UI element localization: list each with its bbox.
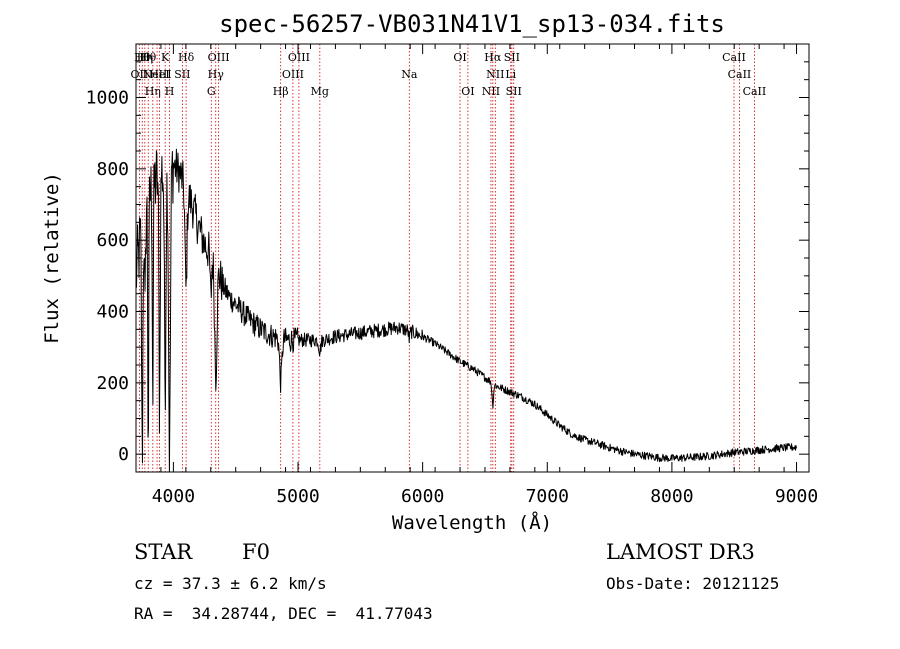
y-tick-label: 200 [96,373,129,394]
line-label: SII [174,68,190,81]
line-label: CaII [743,85,767,98]
line-label: HeI [149,68,169,81]
spectrum-line [135,148,797,473]
line-label: OI [453,51,466,64]
x-tick-label: 4000 [152,486,195,507]
x-tick-label: 7000 [526,486,569,507]
line-label: NII [482,85,500,98]
line-label: OIII [208,51,230,64]
spectrum-chart: spec-56257-VB031N41V1_sp13-034.fits 4000… [41,10,818,534]
line-label: SII [504,51,520,64]
obs-date: Obs-Date: 20121125 [606,574,780,593]
line-labels: OIIHθHηHθHηNeIIIHeIKHSIIHδGHγOIIIHβOIIIO… [131,51,767,98]
line-label: NII [486,68,504,81]
redshift-value: cz = 37.3 ± 6.2 km/s [134,574,327,593]
chart-title: spec-56257-VB031N41V1_sp13-034.fits [219,10,725,38]
line-label: K [161,51,170,64]
x-tick-label: 8000 [650,486,693,507]
x-axis-label: Wavelength (Å) [392,511,552,534]
line-label: OII [131,68,149,81]
emission-line-markers [138,44,755,472]
line-label: OIII [288,51,310,64]
coordinates: RA = 34.28744, DEC = 41.77043 [134,604,433,623]
line-label: OIII [282,68,304,81]
line-label: CaII [722,51,746,64]
survey-label: LAMOST DR3 [606,540,755,564]
line-label: Hθ [140,51,157,64]
line-label: Na [401,68,418,81]
y-tick-label: 600 [96,230,129,251]
line-label: NeIII [142,68,171,81]
line-label: Hγ [208,68,225,81]
line-label: Hδ [178,51,195,64]
line-label: Li [505,68,516,81]
line-label: Mg [311,85,329,98]
y-tick-label: 0 [118,444,129,465]
line-label: CaII [728,68,752,81]
object-class: STAR [134,540,193,564]
line-label: Hβ [273,85,289,98]
line-label: Hη [145,85,161,98]
line-label: G [207,85,216,98]
y-tick-label: 800 [96,159,129,180]
x-tick-label: 6000 [401,486,444,507]
x-tick-label: 5000 [276,486,319,507]
spectral-subclass: F0 [242,540,270,564]
plot-frame [135,43,810,473]
y-tick-label: 1000 [86,88,129,109]
line-label: SII [506,85,522,98]
x-tick-label: 9000 [775,486,818,507]
y-axis-ticks: 0 200 400 600 800 1000 [86,61,809,465]
y-tick-label: 400 [96,302,129,323]
y-axis-label: Flux (relative) [41,172,63,344]
line-label: Hθ [134,51,151,64]
line-label: Hα [484,51,502,64]
line-label: Hη [137,51,153,64]
line-label: OI [461,85,474,98]
x-axis-ticks: 4000 5000 6000 7000 8000 9000 [135,44,818,507]
line-label: H [165,85,175,98]
